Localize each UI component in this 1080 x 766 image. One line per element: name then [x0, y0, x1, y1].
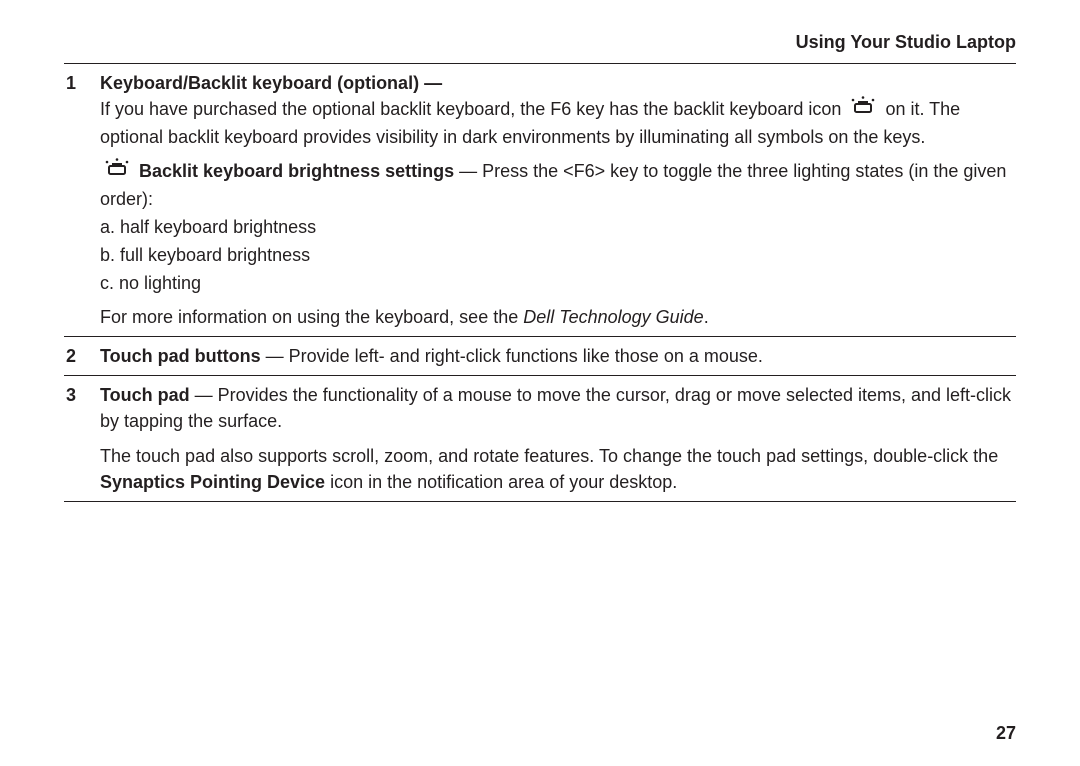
list-item: 2 Touch pad buttons — Provide left- and … — [64, 337, 1016, 375]
item-body: Touch pad — Provides the functionality o… — [100, 376, 1016, 500]
item1-p1a: If you have purchased the optional backl… — [100, 99, 846, 119]
item-number: 2 — [64, 337, 100, 375]
item3-p2b: icon in the notification area of your de… — [325, 472, 677, 492]
list-item: 1 Keyboard/Backlit keyboard (optional) —… — [64, 64, 1016, 336]
brightness-steps: a. half keyboard brightness b. full keyb… — [100, 214, 1016, 296]
item-body: Keyboard/Backlit keyboard (optional) — I… — [100, 64, 1016, 336]
item-number: 3 — [64, 376, 100, 500]
item3-p1: — Provides the functionality of a mouse … — [100, 385, 1011, 431]
item1-p2: For more information on using the keyboa… — [100, 304, 1016, 330]
list-item: 3 Touch pad — Provides the functionality… — [64, 376, 1016, 500]
tech-guide-ref: Dell Technology Guide — [523, 307, 703, 327]
item1-sub: Backlit keyboard brightness settings — P… — [100, 158, 1016, 212]
page-number: 27 — [996, 723, 1016, 744]
item1-p2a: For more information on using the keyboa… — [100, 307, 523, 327]
step-c: c. no lighting — [100, 270, 1016, 296]
item3-p2: The touch pad also supports scroll, zoom… — [100, 443, 1016, 495]
step-b: b. full keyboard brightness — [100, 242, 1016, 268]
item1-p2b: . — [704, 307, 709, 327]
step-a: a. half keyboard brightness — [100, 214, 1016, 240]
synaptics-ref: Synaptics Pointing Device — [100, 472, 325, 492]
item-body: Touch pad buttons — Provide left- and ri… — [100, 337, 1016, 375]
item3-p2a: The touch pad also supports scroll, zoom… — [100, 446, 998, 466]
item2-body: — Provide left- and right-click function… — [261, 346, 763, 366]
sub-title: Backlit keyboard brightness settings — [139, 161, 454, 181]
title-suffix: — — [419, 73, 442, 93]
item-title: Touch pad buttons — [100, 346, 261, 366]
backlit-keyboard-icon — [102, 157, 132, 184]
running-header: Using Your Studio Laptop — [64, 32, 1016, 53]
item-title: Touch pad — [100, 385, 190, 405]
backlit-keyboard-icon — [848, 95, 878, 122]
item-number: 1 — [64, 64, 100, 336]
item-title: Keyboard/Backlit keyboard (optional) — [100, 73, 419, 93]
row-rule — [64, 501, 1016, 502]
feature-list: 1 Keyboard/Backlit keyboard (optional) —… — [64, 64, 1016, 502]
